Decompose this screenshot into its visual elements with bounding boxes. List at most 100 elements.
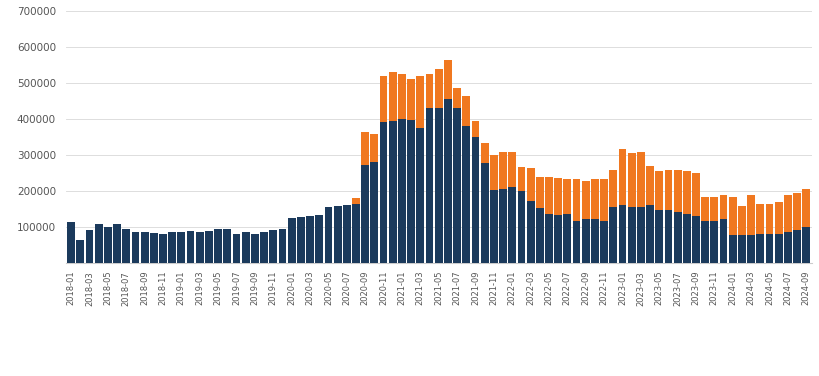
Bar bbox=[104, 227, 111, 263]
Bar bbox=[333, 206, 341, 263]
Bar bbox=[654, 210, 663, 263]
Bar bbox=[645, 166, 654, 205]
Bar bbox=[691, 173, 699, 216]
Bar bbox=[499, 152, 506, 189]
Bar bbox=[709, 221, 717, 263]
Bar bbox=[233, 234, 240, 263]
Bar bbox=[443, 100, 451, 263]
Bar bbox=[379, 122, 387, 263]
Bar bbox=[755, 204, 763, 234]
Bar bbox=[682, 171, 690, 214]
Bar bbox=[728, 235, 735, 263]
Bar bbox=[673, 212, 681, 263]
Bar bbox=[287, 218, 295, 263]
Bar bbox=[746, 235, 754, 263]
Bar bbox=[416, 128, 423, 263]
Bar bbox=[654, 171, 663, 210]
Bar bbox=[416, 76, 423, 128]
Bar bbox=[342, 205, 351, 263]
Bar bbox=[351, 204, 360, 263]
Bar bbox=[434, 108, 442, 263]
Bar bbox=[765, 204, 772, 234]
Bar bbox=[251, 234, 259, 263]
Bar bbox=[397, 74, 405, 119]
Bar bbox=[792, 193, 800, 230]
Bar bbox=[774, 202, 781, 234]
Bar bbox=[728, 197, 735, 235]
Bar bbox=[636, 207, 644, 263]
Bar bbox=[609, 207, 617, 263]
Bar bbox=[645, 205, 654, 263]
Bar bbox=[388, 72, 396, 121]
Bar bbox=[113, 224, 121, 263]
Bar bbox=[737, 206, 745, 235]
Bar bbox=[719, 195, 726, 219]
Bar bbox=[600, 221, 607, 263]
Bar bbox=[691, 216, 699, 263]
Bar bbox=[554, 178, 561, 215]
Bar bbox=[453, 108, 460, 263]
Bar bbox=[536, 177, 543, 209]
Bar bbox=[278, 229, 286, 263]
Bar bbox=[618, 149, 626, 205]
Bar bbox=[581, 219, 589, 263]
Bar bbox=[572, 179, 580, 221]
Bar bbox=[508, 186, 515, 263]
Bar bbox=[792, 230, 800, 263]
Bar bbox=[95, 224, 102, 263]
Bar bbox=[517, 167, 525, 191]
Bar bbox=[526, 168, 534, 201]
Bar bbox=[159, 234, 167, 263]
Bar bbox=[536, 209, 543, 263]
Bar bbox=[572, 221, 580, 263]
Bar bbox=[545, 214, 552, 263]
Bar bbox=[443, 60, 451, 100]
Bar bbox=[489, 155, 497, 190]
Bar bbox=[361, 132, 369, 165]
Bar bbox=[370, 162, 378, 263]
Bar bbox=[755, 234, 763, 263]
Bar bbox=[554, 215, 561, 263]
Bar bbox=[205, 231, 213, 263]
Bar bbox=[453, 88, 460, 108]
Bar bbox=[783, 195, 791, 232]
Bar bbox=[471, 121, 479, 137]
Bar bbox=[315, 215, 323, 263]
Bar bbox=[563, 214, 571, 263]
Bar bbox=[489, 190, 497, 263]
Bar bbox=[223, 229, 231, 263]
Bar bbox=[196, 232, 203, 263]
Bar bbox=[168, 232, 176, 263]
Bar bbox=[187, 231, 194, 263]
Bar bbox=[296, 217, 305, 263]
Bar bbox=[627, 207, 635, 263]
Bar bbox=[526, 201, 534, 263]
Bar bbox=[324, 207, 332, 263]
Bar bbox=[67, 222, 75, 263]
Bar bbox=[663, 210, 672, 263]
Bar bbox=[462, 96, 469, 126]
Bar bbox=[590, 179, 598, 219]
Bar bbox=[260, 232, 268, 263]
Bar bbox=[361, 165, 369, 263]
Bar bbox=[746, 195, 754, 235]
Bar bbox=[563, 179, 571, 214]
Bar bbox=[673, 170, 681, 212]
Bar bbox=[618, 205, 626, 263]
Bar bbox=[425, 108, 433, 263]
Bar bbox=[663, 170, 672, 210]
Bar bbox=[802, 190, 809, 227]
Bar bbox=[434, 69, 442, 108]
Bar bbox=[545, 177, 552, 214]
Bar bbox=[609, 170, 617, 207]
Bar bbox=[351, 199, 360, 204]
Bar bbox=[517, 191, 525, 263]
Bar bbox=[305, 217, 314, 263]
Bar bbox=[379, 76, 387, 122]
Bar bbox=[471, 137, 479, 263]
Bar bbox=[765, 234, 772, 263]
Bar bbox=[269, 230, 277, 263]
Bar bbox=[370, 133, 378, 162]
Bar bbox=[141, 232, 148, 263]
Bar bbox=[590, 219, 598, 263]
